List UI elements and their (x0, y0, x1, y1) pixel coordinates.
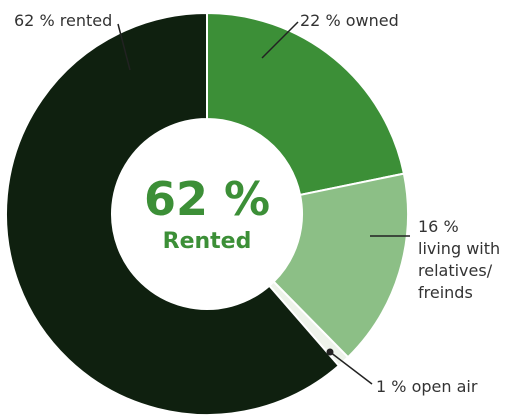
center-label: Rented (162, 229, 252, 254)
donut-slice (272, 172, 409, 359)
leader-line (329, 351, 373, 385)
donut-slice (5, 11, 341, 416)
slice-label: 16 % living with relatives/ freinds (418, 216, 500, 304)
center-value: 62 % (143, 172, 271, 226)
slice-category: living with relatives/ freinds (418, 239, 501, 302)
slice-label: 1 % open air (376, 376, 477, 398)
slice-category: open air (411, 377, 478, 396)
slice-label: 62 % rented (14, 10, 112, 32)
slice-value-label: 16 % (418, 217, 459, 236)
slice-value-label: 62 % (14, 11, 55, 30)
leader-dot (326, 348, 334, 356)
slice-value-label: 22 % (300, 11, 341, 30)
slice-category: rented (59, 11, 113, 30)
slice-label: 22 % owned (300, 10, 399, 32)
leader-line (261, 21, 299, 59)
donut-slice (206, 11, 406, 197)
slice-value-label: 1 % (376, 377, 407, 396)
leader-line (117, 23, 131, 71)
slice-category: owned (345, 11, 399, 30)
